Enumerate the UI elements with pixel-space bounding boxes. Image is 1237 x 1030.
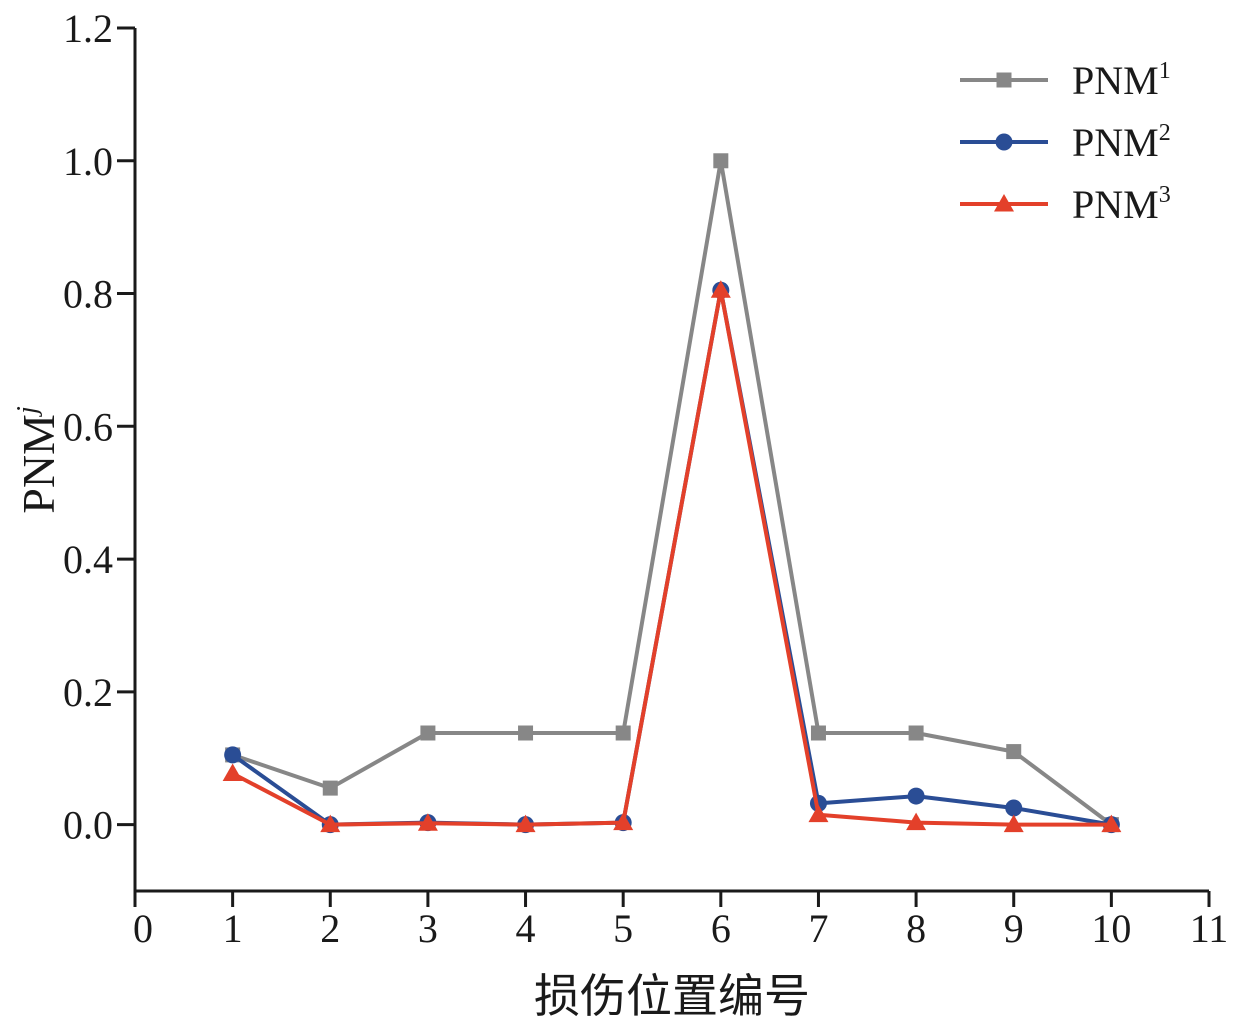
data-point xyxy=(1101,814,1122,833)
legend-swatch-marker xyxy=(995,133,1013,151)
series-line xyxy=(231,288,1112,827)
legend-item: PNM1 xyxy=(960,58,1171,103)
data-point xyxy=(515,814,536,833)
axes xyxy=(133,28,1209,893)
series-3 xyxy=(222,280,1122,833)
x-tick-label: 1 xyxy=(223,906,243,951)
legend-label-main: PNM xyxy=(1072,58,1159,103)
legend-swatch-marker xyxy=(994,194,1014,212)
x-tick-label: 10 xyxy=(1091,906,1131,951)
legend-label-main: PNM xyxy=(1072,182,1159,227)
x-tick-label: 8 xyxy=(906,906,926,951)
x-axis-title: 损伤位置编号 xyxy=(534,971,810,1022)
y-tick-label: 0.4 xyxy=(63,537,113,582)
data-point xyxy=(420,725,436,741)
x-ticks: 0 1 2 3 4 5 6 7 8 9 10 11 xyxy=(133,891,1228,951)
data-point xyxy=(713,153,729,169)
data-point xyxy=(1005,799,1023,817)
y-axis-title-sup: j xyxy=(12,406,43,417)
x-tick-label: 7 xyxy=(808,906,828,951)
y-tick-label: 0.8 xyxy=(63,272,113,317)
y-tick-label: 0.0 xyxy=(63,803,113,848)
data-point xyxy=(417,813,438,831)
data-point xyxy=(518,725,534,741)
data-point xyxy=(222,763,243,781)
x-tick-label: 4 xyxy=(516,906,536,951)
legend-swatch-marker xyxy=(996,72,1012,88)
y-tick-label: 0.6 xyxy=(63,404,113,449)
data-point xyxy=(224,746,242,764)
legend-label-sup: 2 xyxy=(1159,120,1171,146)
legend-item: PNM3 xyxy=(960,182,1171,227)
y-axis-title: PNMj xyxy=(12,406,64,514)
x-tick-label: 11 xyxy=(1190,906,1229,951)
x-tick-label: 5 xyxy=(613,906,633,951)
data-point xyxy=(1006,744,1022,760)
legend-label: PNM3 xyxy=(1072,182,1171,227)
legend-label: PNM2 xyxy=(1072,120,1171,165)
legend-item: PNM2 xyxy=(960,120,1171,165)
x-tick-label: 0 xyxy=(133,906,153,951)
data-point xyxy=(1003,814,1024,833)
legend-label-sup: 1 xyxy=(1159,58,1171,84)
x-tick-label: 9 xyxy=(1004,906,1024,951)
series-layer xyxy=(222,153,1122,834)
data-point xyxy=(808,804,829,823)
data-point xyxy=(907,787,925,805)
x-tick-label: 6 xyxy=(711,906,731,951)
data-point xyxy=(710,280,731,298)
legend-label-main: PNM xyxy=(1072,120,1159,165)
data-point xyxy=(322,780,338,796)
legend-label: PNM1 xyxy=(1072,58,1171,103)
y-axis-title-main: PNM xyxy=(13,414,64,514)
series-1 xyxy=(225,153,1119,833)
x-tick-label: 2 xyxy=(320,906,340,951)
data-point xyxy=(615,725,631,741)
y-ticks: 0.0 0.2 0.4 0.6 0.8 1.0 1.2 xyxy=(63,6,135,848)
series-line xyxy=(231,158,1113,827)
data-point xyxy=(810,725,826,741)
legend-label-sup: 3 xyxy=(1159,182,1171,208)
data-point xyxy=(906,812,927,831)
y-tick-label: 1.0 xyxy=(63,139,113,184)
data-point xyxy=(320,814,341,833)
data-point xyxy=(613,812,634,831)
y-tick-label: 1.2 xyxy=(63,6,113,51)
y-tick-label: 0.2 xyxy=(63,670,113,715)
data-point xyxy=(908,725,924,741)
x-tick-label: 3 xyxy=(418,906,438,951)
